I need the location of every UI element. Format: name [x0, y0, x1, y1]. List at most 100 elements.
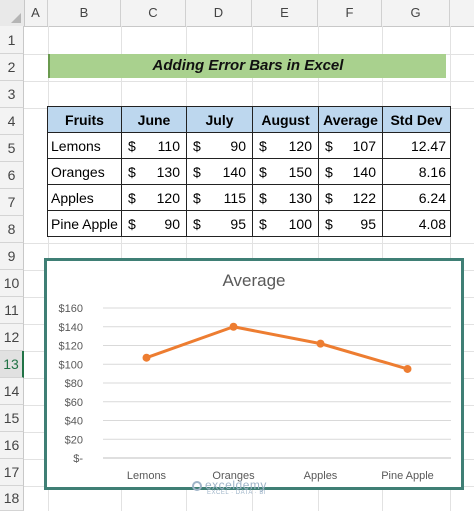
y-tick-label: $140	[59, 322, 83, 334]
series-line	[145, 325, 408, 371]
row-header-14[interactable]: 14	[0, 378, 24, 405]
cell-fruit[interactable]: Apples	[47, 184, 122, 211]
cell-average[interactable]: $107	[318, 132, 383, 159]
cell-value: 110	[157, 138, 180, 154]
y-tick-label: $160	[59, 303, 83, 315]
chart-title: Average	[222, 271, 285, 290]
column-header-d[interactable]: D	[186, 0, 252, 26]
watermark-brand: exceldemy	[205, 478, 267, 492]
column-header-a[interactable]: A	[24, 0, 48, 26]
cell-august[interactable]: $100	[252, 210, 319, 237]
sheet-title-banner[interactable]: Adding Error Bars in Excel	[48, 54, 446, 78]
cell-value: 90	[164, 216, 180, 232]
row-header-17[interactable]: 17	[0, 459, 24, 486]
cell-value: 90	[230, 138, 246, 154]
currency-symbol: $	[325, 164, 333, 180]
cell-value: 130	[156, 164, 180, 180]
cell-fruit[interactable]: Oranges	[47, 158, 122, 185]
x-tick-label: Apples	[304, 470, 338, 482]
column-header-g[interactable]: G	[382, 0, 450, 26]
column-header-bar: A B C D E F G	[0, 0, 474, 27]
column-header-f[interactable]: F	[318, 0, 382, 26]
row-header-3[interactable]: 3	[0, 81, 24, 108]
table-header-row: Fruits June July August Average Std Dev	[47, 106, 451, 133]
row-header-1[interactable]: 1	[0, 26, 24, 54]
currency-symbol: $	[128, 138, 136, 154]
row-header-7[interactable]: 7	[0, 189, 24, 216]
row-header-11[interactable]: 11	[0, 297, 24, 324]
y-tick-label: $60	[65, 397, 83, 409]
header-std-dev[interactable]: Std Dev	[382, 106, 451, 133]
header-july[interactable]: July	[186, 106, 253, 133]
exceldemy-logo-icon	[192, 481, 202, 491]
cell-value: 140	[222, 164, 246, 180]
cell-average[interactable]: $140	[318, 158, 383, 185]
chart-canvas: Average $- $20 $40 $60 $80 $100 $120 $140 $160 Lem…	[59, 271, 451, 482]
data-point	[316, 339, 325, 348]
row-header-5[interactable]: 5	[0, 135, 24, 162]
row-header-9[interactable]: 9	[0, 243, 24, 270]
cell-june[interactable]: $110	[121, 132, 187, 159]
cell-august[interactable]: $120	[252, 132, 319, 159]
data-point	[403, 364, 412, 373]
currency-symbol: $	[128, 216, 136, 232]
gridline	[24, 243, 474, 244]
column-header-e[interactable]: E	[252, 0, 318, 26]
cell-june[interactable]: $130	[121, 158, 187, 185]
cell-july[interactable]: $95	[186, 210, 253, 237]
row-header-12[interactable]: 12	[0, 324, 24, 351]
header-august[interactable]: August	[252, 106, 319, 133]
cell-july[interactable]: $90	[186, 132, 253, 159]
row-header-18[interactable]: 18	[0, 486, 24, 511]
select-all-corner[interactable]	[0, 0, 25, 26]
row-header-13[interactable]: 13	[0, 351, 24, 378]
cell-value: 95	[230, 216, 246, 232]
currency-symbol: $	[193, 138, 201, 154]
x-tick-label: Pine Apple	[381, 470, 434, 482]
cell-fruit[interactable]: Pine Apple	[47, 210, 122, 237]
cell-std-dev[interactable]: 6.24	[382, 184, 451, 211]
exceldemy-watermark: exceldemy EXCEL · DATA · BI	[192, 478, 267, 496]
row-header-4[interactable]: 4	[0, 108, 24, 135]
currency-symbol: $	[128, 164, 136, 180]
cell-average[interactable]: $95	[318, 210, 383, 237]
row-header-8[interactable]: 8	[0, 216, 24, 243]
currency-symbol: $	[325, 190, 333, 206]
cell-average[interactable]: $122	[318, 184, 383, 211]
currency-symbol: $	[259, 190, 267, 206]
watermark-tagline: EXCEL · DATA · BI	[207, 490, 267, 496]
table-row: Lemons $110 $90 $120 $107 12.47	[47, 132, 451, 159]
currency-symbol: $	[193, 190, 201, 206]
header-june[interactable]: June	[121, 106, 187, 133]
cell-std-dev[interactable]: 12.47	[382, 132, 451, 159]
y-tick-label: $-	[73, 453, 83, 465]
column-header-c[interactable]: C	[121, 0, 186, 26]
cell-august[interactable]: $130	[252, 184, 319, 211]
row-header-10[interactable]: 10	[0, 270, 24, 297]
row-header-6[interactable]: 6	[0, 162, 24, 189]
column-header-b[interactable]: B	[48, 0, 121, 26]
average-line-chart[interactable]: Average $- $20 $40 $60 $80 $100 $120 $140 $160 Lem…	[44, 258, 464, 490]
x-tick-label: Lemons	[127, 470, 167, 482]
cell-value: 130	[288, 190, 312, 206]
row-header-15[interactable]: 15	[0, 405, 24, 432]
cell-july[interactable]: $140	[186, 158, 253, 185]
cell-value: 120	[288, 138, 312, 154]
header-fruits[interactable]: Fruits	[47, 106, 122, 133]
cell-std-dev[interactable]: 8.16	[382, 158, 451, 185]
cell-july[interactable]: $115	[186, 184, 253, 211]
table-row: Oranges $130 $140 $150 $140 8.16	[47, 158, 451, 185]
table-row: Apples $120 $115 $130 $122 6.24	[47, 184, 451, 211]
cell-std-dev[interactable]: 4.08	[382, 210, 451, 237]
cell-august[interactable]: $150	[252, 158, 319, 185]
cell-june[interactable]: $120	[121, 184, 187, 211]
cell-june[interactable]: $90	[121, 210, 187, 237]
header-average[interactable]: Average	[318, 106, 383, 133]
cell-fruit[interactable]: Lemons	[47, 132, 122, 159]
currency-symbol: $	[259, 138, 267, 154]
data-point	[229, 322, 238, 331]
row-header-2[interactable]: 2	[0, 54, 24, 81]
row-header-16[interactable]: 16	[0, 432, 24, 459]
y-tick-label: $120	[59, 341, 83, 353]
